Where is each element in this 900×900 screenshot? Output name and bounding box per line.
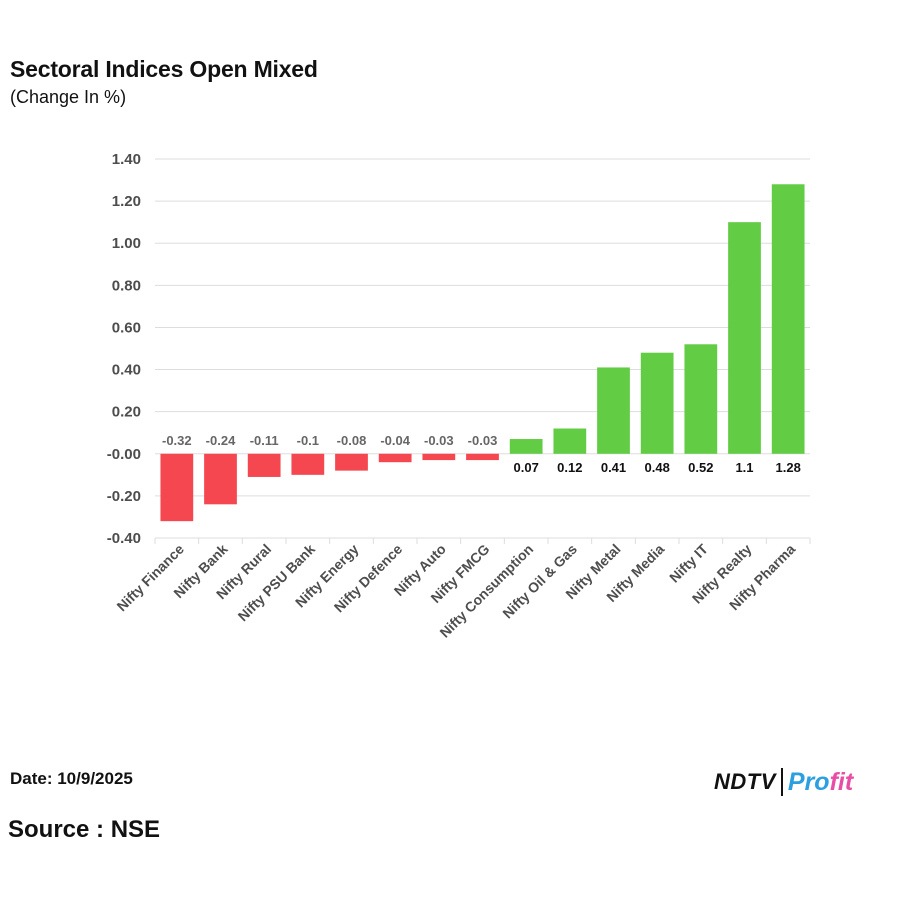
data-label: 0.12 — [557, 460, 582, 475]
bar-nifty-fmcg — [466, 453, 499, 461]
data-label: -0.24 — [206, 433, 236, 448]
data-label: 0.41 — [601, 460, 626, 475]
data-label: 0.52 — [688, 460, 713, 475]
data-label: -0.32 — [162, 433, 192, 448]
bar-nifty-media — [640, 352, 674, 454]
bar-nifty-bank — [204, 453, 237, 505]
category-label: Nifty Finance — [113, 541, 187, 615]
bars — [160, 184, 805, 522]
data-label: -0.04 — [380, 433, 410, 448]
y-tick-label: 1.20 — [112, 193, 141, 210]
data-label: -0.11 — [250, 433, 279, 448]
logo-product-part1: Pro — [787, 767, 830, 796]
bar-nifty-metal — [597, 367, 630, 454]
y-tick-label: 0.40 — [112, 362, 141, 379]
chart-subtitle: (Change In %) — [10, 87, 127, 107]
bar-nifty-it — [684, 344, 718, 454]
y-tick-label: -0.20 — [107, 488, 141, 505]
logo-product-text: Profit — [788, 768, 853, 797]
bar-nifty-defence — [378, 453, 412, 463]
bar-nifty-energy — [335, 453, 368, 471]
y-tick-label: 1.00 — [112, 235, 141, 252]
data-labels: -0.32 -0.24 -0.11 -0.1 -0.08 -0.04 -0.03 -0.03 0… — [162, 433, 801, 475]
y-tick-label: 1.40 — [112, 151, 141, 168]
bar-nifty-pharma — [771, 184, 805, 454]
bar-nifty-finance — [160, 453, 194, 522]
data-label: -0.08 — [337, 433, 367, 448]
bar-nifty-auto — [422, 453, 456, 461]
y-tick-label: -0.40 — [107, 530, 141, 547]
category-label: Nifty PSU Bank — [235, 541, 319, 625]
y-tick-label: 0.20 — [112, 404, 141, 421]
logo-brand-text: NDTV — [714, 769, 776, 794]
data-label: 0.07 — [514, 460, 539, 475]
ndtv-profit-logo: NDTV Profit — [714, 764, 853, 800]
bar-nifty-consumption — [509, 439, 543, 454]
data-label: -0.03 — [424, 433, 454, 448]
y-tick-label: 0.80 — [112, 277, 141, 294]
category-label: Nifty Oil & Gas — [499, 541, 580, 622]
data-label: 1.1 — [735, 460, 753, 475]
bar-nifty-oil-gas — [553, 428, 587, 454]
data-label: 0.48 — [645, 460, 670, 475]
logo-separator — [780, 768, 783, 796]
chart-title: Sectoral Indices Open Mixed — [10, 56, 318, 82]
date-label: Date: 10/9/2025 — [10, 769, 133, 788]
bar-nifty-psu-bank — [291, 453, 325, 475]
source-label: Source : NSE — [8, 816, 161, 843]
y-axis-ticks: 1.40 1.20 1.00 0.80 0.60 0.40 0.20 -0.00 -0.20 -0… — [107, 151, 141, 547]
y-tick-label: -0.00 — [107, 446, 141, 463]
bar-nifty-realty — [728, 222, 761, 454]
y-tick-label: 0.60 — [112, 319, 141, 336]
logo-product-part2: fit — [829, 767, 854, 796]
bar-nifty-rural — [247, 453, 281, 477]
data-label: -0.1 — [297, 433, 319, 448]
data-label: 1.28 — [776, 460, 801, 475]
data-label: -0.03 — [468, 433, 498, 448]
